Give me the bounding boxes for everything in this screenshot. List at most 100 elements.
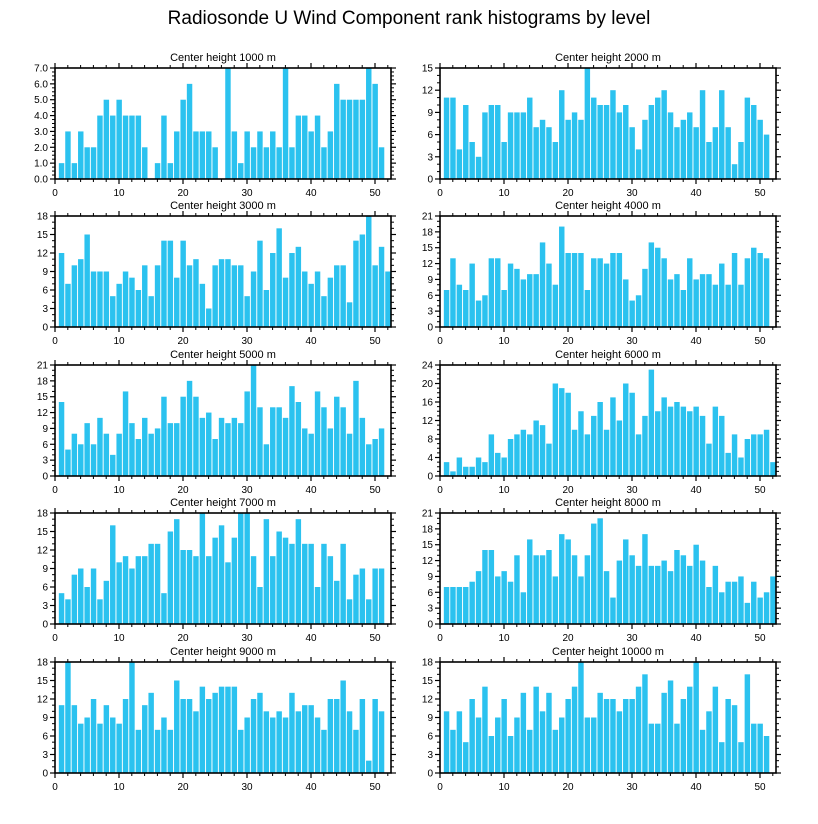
x-axis-tick-label: 10 bbox=[498, 782, 510, 793]
y-axis-tick-label: 0 bbox=[42, 472, 48, 483]
x-axis-tick-label: 20 bbox=[562, 188, 574, 199]
histogram-bar bbox=[751, 723, 757, 773]
histogram-bar bbox=[763, 592, 770, 624]
histogram-bar bbox=[257, 407, 263, 476]
histogram-bar bbox=[578, 411, 584, 476]
histogram-bar bbox=[655, 411, 661, 476]
histogram-bar bbox=[263, 290, 270, 327]
x-axis-tick-label: 0 bbox=[52, 188, 58, 199]
histogram-bar bbox=[514, 112, 520, 179]
histogram-bar bbox=[463, 290, 469, 327]
histogram-bar bbox=[302, 271, 308, 327]
y-axis-tick-label: 6 bbox=[42, 286, 48, 297]
histogram-bar bbox=[212, 537, 218, 624]
y-axis-tick-label: 0.0 bbox=[34, 175, 48, 186]
histogram-bar bbox=[167, 531, 174, 624]
histogram-bar bbox=[129, 277, 135, 327]
panel-9: 0 3 6 9 12 15 18 0 10 20 30 40 50 Center height 9000 … bbox=[20, 646, 418, 794]
histogram-bar bbox=[552, 383, 559, 476]
histogram-bar bbox=[302, 543, 308, 624]
histogram-bar bbox=[218, 417, 225, 476]
histogram-bar bbox=[642, 119, 648, 179]
histogram-bar bbox=[699, 90, 706, 179]
histogram-bar bbox=[314, 271, 321, 327]
histogram-bar bbox=[334, 699, 340, 773]
histogram-bar bbox=[552, 576, 559, 624]
histogram-bar bbox=[495, 105, 501, 179]
histogram-bar bbox=[295, 246, 302, 327]
histogram-bar bbox=[488, 434, 495, 477]
y-axis-tick-label: 3 bbox=[427, 307, 433, 318]
histogram-bar bbox=[321, 407, 327, 476]
histogram-bar bbox=[97, 723, 103, 773]
panel-title: Center height 10000 m bbox=[552, 646, 664, 658]
histogram-bar bbox=[174, 423, 180, 476]
histogram-bar bbox=[372, 439, 378, 476]
histogram-bar bbox=[667, 680, 674, 773]
histogram-bar bbox=[270, 253, 276, 327]
y-axis-tick-label: 0 bbox=[42, 620, 48, 631]
y-axis-tick-label: 18 bbox=[37, 658, 49, 669]
histogram-bar bbox=[469, 699, 475, 773]
histogram-bar bbox=[186, 550, 193, 624]
histogram-bar bbox=[199, 513, 206, 624]
histogram-bar bbox=[276, 531, 282, 624]
histogram-bar bbox=[501, 142, 507, 179]
histogram-bar bbox=[725, 452, 731, 477]
histogram-bar bbox=[757, 597, 763, 624]
histogram-bar bbox=[327, 131, 334, 179]
y-axis-tick-label: 0 bbox=[427, 472, 433, 483]
x-axis-tick-label: 40 bbox=[305, 336, 317, 347]
histogram-bar bbox=[712, 565, 719, 624]
panel-title: Center height 5000 m bbox=[170, 349, 276, 361]
histogram-bar bbox=[129, 662, 135, 773]
y-axis-tick-label: 0 bbox=[427, 620, 433, 631]
x-axis-tick-label: 0 bbox=[437, 485, 443, 496]
histogram-bar bbox=[167, 423, 174, 476]
histogram-bar bbox=[161, 593, 167, 624]
histogram-bar bbox=[135, 556, 142, 624]
x-axis-tick-label: 10 bbox=[113, 188, 125, 199]
histogram-bar bbox=[731, 434, 738, 477]
y-axis-tick-label: 9 bbox=[427, 108, 433, 119]
histogram-bar bbox=[58, 705, 65, 773]
plot-frame bbox=[439, 364, 777, 477]
histogram-bar bbox=[327, 277, 334, 327]
histogram-bar bbox=[533, 420, 539, 476]
y-axis-tick-label: 9 bbox=[42, 267, 48, 278]
histogram-bar bbox=[680, 555, 687, 624]
histogram-bar bbox=[78, 723, 84, 773]
histogram-bar bbox=[250, 699, 257, 773]
histogram-bar bbox=[78, 259, 84, 327]
y-axis-tick-label: 3.0 bbox=[34, 127, 48, 138]
x-axis-tick-label: 10 bbox=[498, 188, 510, 199]
x-axis-tick-label: 20 bbox=[177, 633, 189, 644]
histogram-bar bbox=[623, 383, 629, 476]
histogram-bar bbox=[193, 711, 199, 773]
histogram-bar bbox=[725, 699, 731, 773]
histogram-bar bbox=[65, 599, 71, 624]
histogram-bar bbox=[327, 556, 334, 624]
histogram-bar bbox=[257, 587, 263, 624]
histogram-bar bbox=[135, 439, 142, 476]
histogram-bar bbox=[289, 543, 295, 624]
panel-plot: 0 4 8 12 16 20 24 0 10 20 30 40 50 Center height 6000… bbox=[422, 349, 781, 496]
histogram-bar bbox=[443, 462, 450, 477]
histogram-bar bbox=[257, 240, 263, 327]
histogram-bar bbox=[603, 105, 610, 179]
histogram-bar bbox=[263, 711, 270, 773]
histogram-bar bbox=[154, 163, 161, 179]
panel-2: 0 3 6 9 12 15 0 10 20 30 40 50 Center height 2000 m bbox=[405, 52, 803, 200]
histogram-bar bbox=[206, 412, 212, 476]
histogram-bar bbox=[571, 555, 578, 624]
histogram-bar bbox=[648, 723, 655, 773]
histogram-bar bbox=[238, 163, 244, 179]
histogram-bar bbox=[699, 560, 706, 624]
histogram-bar bbox=[250, 365, 257, 476]
x-axis-tick-label: 40 bbox=[690, 782, 702, 793]
histogram-bar bbox=[507, 439, 514, 476]
histogram-bar bbox=[218, 686, 225, 773]
histogram-bar bbox=[463, 587, 469, 624]
histogram-bar bbox=[90, 147, 97, 179]
